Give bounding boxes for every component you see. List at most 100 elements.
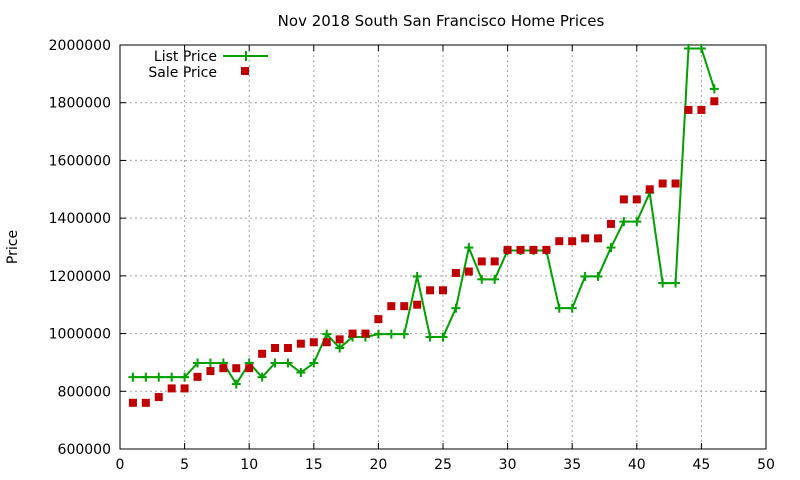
y-tick-label: 1000000 [49,327,111,343]
list-price-point [412,271,422,281]
list-price-point [490,274,500,284]
sale-price-point [529,245,538,254]
x-tick-label: 20 [369,457,387,473]
sale-price-point [232,364,241,373]
sale-price-point [245,364,254,373]
sale-price-point [439,286,447,295]
y-tick-label: 1600000 [49,153,111,169]
legend-marker-list-price [241,51,251,61]
sale-price-point [581,234,590,243]
x-tick-label: 10 [240,457,258,473]
list-price-point [205,358,215,368]
x-tick-label: 50 [757,457,775,473]
sale-price-point [180,384,189,393]
x-tick-label: 15 [305,457,323,473]
sale-price-point [464,267,473,276]
sale-price-point [154,393,163,402]
list-price-point [141,372,151,382]
list-price-point [399,329,409,339]
list-price-point [154,372,164,382]
list-price-point [567,303,577,313]
series-sale-price [128,97,719,407]
y-tick-label: 1800000 [49,96,111,112]
list-price-line [132,47,716,386]
sale-price-point [671,179,680,188]
sale-price-point [283,344,292,352]
x-tick-label: 30 [499,457,517,473]
sale-price-point [542,245,551,254]
sale-price-point [503,245,512,254]
list-price-point [270,358,280,368]
list-price-point [696,43,706,53]
list-price-point [477,274,487,284]
sale-price-point [477,257,486,266]
sale-price-point [322,338,331,347]
sale-price-point [128,398,137,407]
list-price-point [464,243,474,253]
sale-price-point [658,179,667,188]
sale-price-point [619,195,628,204]
sale-price-point [400,302,409,311]
sale-price-point [374,315,383,324]
list-price-point [658,278,668,288]
legend: List Price Sale Price [148,49,268,81]
list-price-point [167,372,177,382]
y-tick-label: 1400000 [49,211,111,227]
sale-price-point [645,185,654,194]
list-price-point [128,372,138,382]
y-tick-label: 600000 [58,442,111,458]
list-price-point [683,43,693,53]
list-price-point [231,379,241,389]
list-price-point [386,329,396,339]
sale-price-point [348,329,357,338]
list-price-point [322,329,332,339]
list-price-point [580,271,590,281]
legend-label-sale-price: Sale Price [148,65,217,81]
sale-price-point [387,302,396,311]
list-price-point [309,358,319,368]
y-tick-label: 2000000 [49,38,111,54]
x-tick-label: 0 [116,457,125,473]
sale-price-point [271,344,280,352]
sale-price-point [141,398,150,407]
list-price-point [554,303,564,313]
sale-price-point [684,105,693,114]
sale-price-point [697,105,706,114]
list-price-point [709,84,719,94]
list-price-point [373,329,383,339]
list-price-point [438,332,448,342]
sale-price-point [710,97,719,106]
sale-price-point [335,335,344,344]
x-tick-label: 5 [180,457,189,473]
sale-price-point [206,367,215,376]
list-price-point [425,332,435,342]
sale-price-point [167,384,176,393]
legend-label-list-price: List Price [154,49,217,65]
chart-title: Nov 2018 South San Francisco Home Prices [278,12,605,30]
list-price-point [257,372,267,382]
x-tick-label: 35 [563,457,581,473]
sale-price-point [555,237,564,246]
list-price-point [193,358,203,368]
list-price-point [296,368,306,378]
list-price-point [593,271,603,281]
series [128,43,719,407]
ticks: 0 5 10 15 20 25 30 35 40 45 50 600000 800000 1000000 1… [49,38,775,473]
sale-price-point [413,300,422,309]
x-tick-label: 45 [692,457,710,473]
sale-price-point [632,195,641,204]
sale-price-point [451,268,460,277]
y-tick-label: 800000 [58,384,111,400]
list-price-point [451,303,461,313]
list-price-point [632,217,642,227]
x-tick-label: 25 [434,457,452,473]
list-price-point [283,358,293,368]
sale-price-point [516,245,525,254]
sale-price-point [426,286,435,295]
x-tick-label: 40 [628,457,646,473]
list-price-point [619,217,629,227]
sale-price-point [258,349,267,358]
list-price-point [606,243,616,253]
y-axis-label: Price [5,230,21,264]
